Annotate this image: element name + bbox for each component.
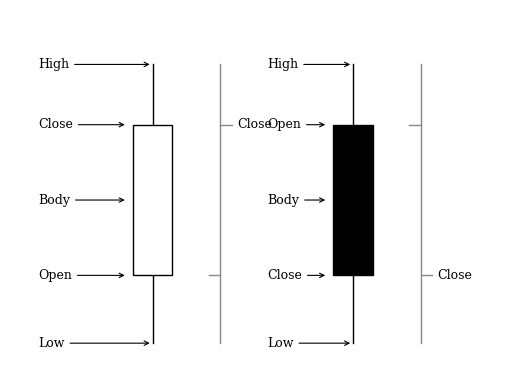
Text: High: High <box>38 58 149 71</box>
Text: Body: Body <box>267 194 324 206</box>
Text: Body: Body <box>38 194 124 206</box>
Text: Close: Close <box>237 118 272 131</box>
Text: Close: Close <box>38 118 124 131</box>
Text: Low: Low <box>267 336 349 350</box>
Text: Open: Open <box>38 269 124 282</box>
Text: Close: Close <box>437 269 472 282</box>
Text: Open: Open <box>267 118 324 131</box>
Bar <box>133 125 172 275</box>
Text: High: High <box>267 58 349 71</box>
Text: Close: Close <box>267 269 324 282</box>
Bar <box>333 125 373 275</box>
Text: Low: Low <box>38 336 149 350</box>
